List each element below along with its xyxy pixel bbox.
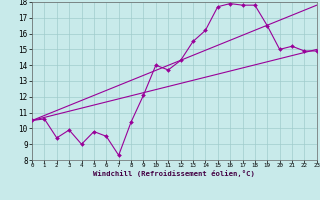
- X-axis label: Windchill (Refroidissement éolien,°C): Windchill (Refroidissement éolien,°C): [93, 170, 255, 177]
